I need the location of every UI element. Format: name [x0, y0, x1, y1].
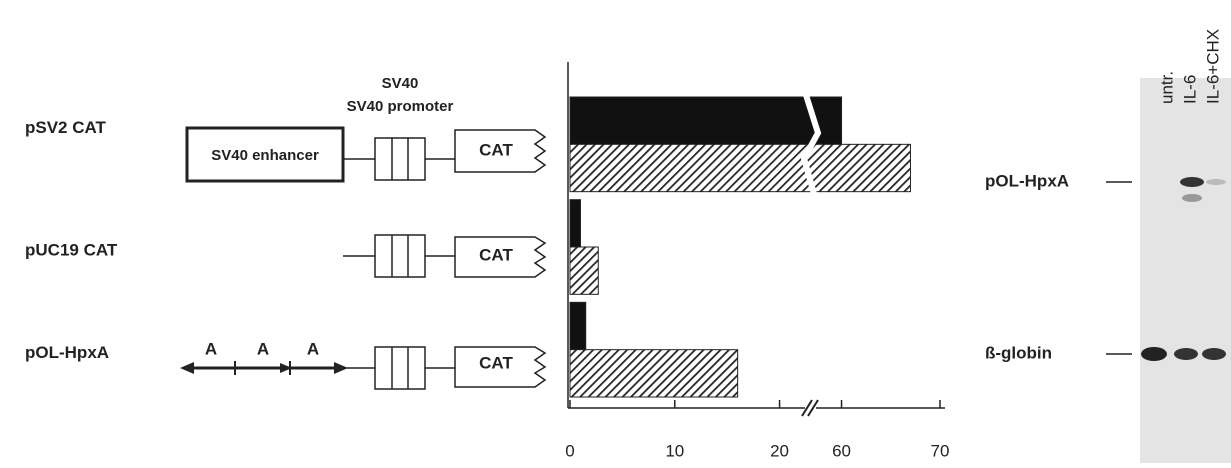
- category-label: pUC19 CAT: [25, 240, 118, 259]
- element-arrows: [180, 361, 348, 375]
- promoter-box: [375, 235, 425, 277]
- band-label: ß-globin: [985, 343, 1052, 362]
- bar: [570, 97, 842, 144]
- gel: [1140, 78, 1231, 463]
- lane-label: IL-6+CHX: [1203, 29, 1222, 104]
- x-tick-label: 0: [565, 441, 574, 460]
- x-tick-label: 70: [931, 441, 950, 460]
- x-tick-label: 60: [832, 441, 851, 460]
- band: [1206, 179, 1226, 185]
- promoter-box: [375, 347, 425, 389]
- bar: [570, 144, 910, 191]
- band: [1141, 347, 1167, 361]
- element-label: A: [257, 339, 269, 358]
- element-label: A: [307, 339, 319, 358]
- x-tick-label: 10: [665, 441, 684, 460]
- bar: [570, 350, 738, 397]
- promoter-box: [375, 138, 425, 180]
- bar: [570, 247, 598, 294]
- lane-label: untr.: [1157, 71, 1176, 104]
- lane-label: IL-6: [1180, 75, 1199, 104]
- enhancer-label: SV40 enhancer: [211, 147, 319, 164]
- promoter-label: SV40 promoter: [347, 98, 454, 115]
- figure: SV40 SV40 promoter SV40 enhancer CAT CAT…: [0, 0, 1231, 463]
- cat-label: CAT: [479, 353, 513, 372]
- construct-diagrams: SV40 SV40 promoter SV40 enhancer CAT CAT…: [180, 75, 545, 389]
- category-label: pOL-HpxA: [25, 343, 109, 362]
- cat-label: CAT: [479, 140, 513, 159]
- band: [1180, 177, 1204, 187]
- band: [1202, 348, 1226, 360]
- blot: untr. IL-6 IL-6+CHX pOL-HpxA ß-globin: [985, 29, 1231, 463]
- category-label: pSV2 CAT: [25, 118, 107, 137]
- x-tick-label: 20: [770, 441, 789, 460]
- band: [1174, 348, 1198, 360]
- band-label: pOL-HpxA: [985, 171, 1069, 190]
- bar: [570, 200, 580, 247]
- promoter-label: SV40: [382, 75, 419, 92]
- band: [1182, 194, 1202, 202]
- bar: [570, 302, 586, 349]
- element-label: A: [205, 339, 217, 358]
- cat-label: CAT: [479, 245, 513, 264]
